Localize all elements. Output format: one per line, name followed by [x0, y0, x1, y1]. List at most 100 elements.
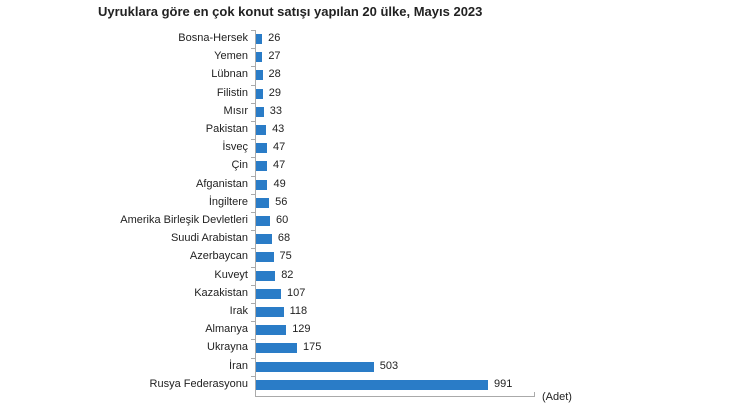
bar: [256, 252, 274, 263]
bar: [256, 379, 488, 390]
y-axis-tick: [251, 375, 255, 377]
bar: [256, 143, 267, 154]
bar: [256, 125, 267, 135]
y-axis-tick: [251, 30, 255, 31]
x-axis-tick: [534, 392, 535, 397]
value-label: 503: [379, 359, 399, 372]
category-label: İsveç: [222, 141, 248, 154]
bar: [256, 34, 263, 44]
value-label: 26: [268, 32, 281, 44]
category-label: Azerbaycan: [189, 250, 248, 263]
value-label: 129: [292, 323, 311, 336]
category-label: Kazakistan: [194, 286, 248, 299]
bar-row: Pakistan 43: [0, 121, 730, 139]
y-axis-tick: [251, 84, 255, 86]
y-axis: [255, 30, 256, 397]
bar: [256, 161, 267, 172]
category-label: Mısır: [223, 104, 248, 117]
bar-row: İngiltere 56: [0, 193, 730, 212]
y-axis-tick: [251, 339, 255, 341]
value-label: 43: [272, 123, 285, 135]
bar: [256, 52, 263, 63]
bar-row: Mısır 33: [0, 102, 730, 121]
bar-row: İsveç 47: [0, 139, 730, 157]
value-label: 47: [273, 141, 286, 154]
y-axis-tick: [251, 321, 255, 323]
value-label: 49: [273, 177, 286, 190]
y-axis-tick: [251, 230, 255, 232]
y-axis-tick: [251, 266, 255, 268]
y-axis-tick: [251, 48, 255, 50]
category-label: Rusya Federasyonu: [149, 377, 248, 390]
category-label: Kuveyt: [214, 268, 248, 281]
category-label: Almanya: [205, 323, 248, 336]
bar-row: Kuveyt 82: [0, 266, 730, 285]
bar: [256, 270, 276, 281]
bar: [256, 70, 263, 81]
y-axis-tick: [251, 66, 255, 68]
category-label: Yemen: [214, 50, 248, 63]
y-axis-tick: [251, 357, 255, 359]
y-axis-tick: [251, 157, 255, 159]
category-label: İran: [229, 359, 248, 372]
bar-row: Irak 118: [0, 303, 730, 321]
bar: [256, 106, 264, 117]
y-axis-tick: [251, 121, 255, 122]
bar-row: Afganistan 49: [0, 175, 730, 194]
bar-row: Bosna-Hersek 26: [0, 30, 730, 48]
bar: [256, 197, 270, 208]
bar-row: Kazakistan 107: [0, 284, 730, 303]
bar-row: Yemen 27: [0, 48, 730, 66]
bar: [256, 216, 271, 226]
bar-row: Lübnan 28: [0, 66, 730, 84]
value-label: 47: [273, 159, 286, 172]
value-label: 82: [281, 268, 294, 281]
value-label: 991: [494, 377, 513, 390]
y-axis-tick: [251, 102, 255, 104]
value-label: 118: [289, 305, 308, 317]
value-label: 27: [268, 50, 281, 63]
category-label: Suudi Arabistan: [170, 232, 248, 245]
x-axis: [255, 396, 535, 397]
y-axis-tick: [251, 303, 255, 304]
bar: [256, 361, 374, 372]
bar-row: Azerbaycan 75: [0, 248, 730, 266]
value-label: 56: [275, 195, 288, 208]
category-label: Irak: [229, 305, 248, 317]
bar-row: Almanya 129: [0, 321, 730, 339]
bar-row: Rusya Federasyonu 991: [0, 375, 730, 394]
bar: [256, 307, 284, 317]
category-label: Bosna-Hersek: [178, 32, 248, 44]
category-label: Çin: [231, 159, 248, 172]
y-axis-tick: [251, 193, 255, 195]
bar: [256, 179, 268, 190]
value-label: 60: [276, 214, 289, 226]
value-label: 29: [268, 86, 282, 99]
y-axis-tick: [251, 175, 255, 177]
bar: [256, 343, 297, 354]
x-axis-unit-label: (Adet): [542, 391, 572, 403]
y-axis-tick: [251, 139, 255, 141]
value-label: 175: [302, 341, 322, 354]
bar-row: Çin 47: [0, 157, 730, 175]
chart-title: Uyruklara göre en çok konut satışı yapıl…: [98, 4, 483, 19]
bar-row: Amerika Birleşik Devletleri 60: [0, 212, 730, 230]
y-axis-tick: [251, 248, 255, 250]
category-label: Pakistan: [205, 123, 248, 135]
bar-row: Filistin 29: [0, 84, 730, 103]
value-label: 75: [279, 250, 292, 263]
category-label: Lübnan: [211, 68, 248, 81]
category-label: Afganistan: [196, 177, 248, 190]
bar-row: Suudi Arabistan 68: [0, 230, 730, 248]
bar: [256, 234, 272, 245]
category-label: Filistin: [216, 86, 248, 99]
value-label: 107: [287, 286, 306, 299]
category-label: İngiltere: [208, 195, 248, 208]
value-label: 28: [268, 68, 281, 81]
value-label: 33: [269, 104, 282, 117]
bar-row: Ukrayna 175: [0, 339, 730, 357]
value-label: 68: [277, 232, 291, 245]
y-axis-tick: [251, 284, 255, 286]
bar: [256, 325, 287, 336]
